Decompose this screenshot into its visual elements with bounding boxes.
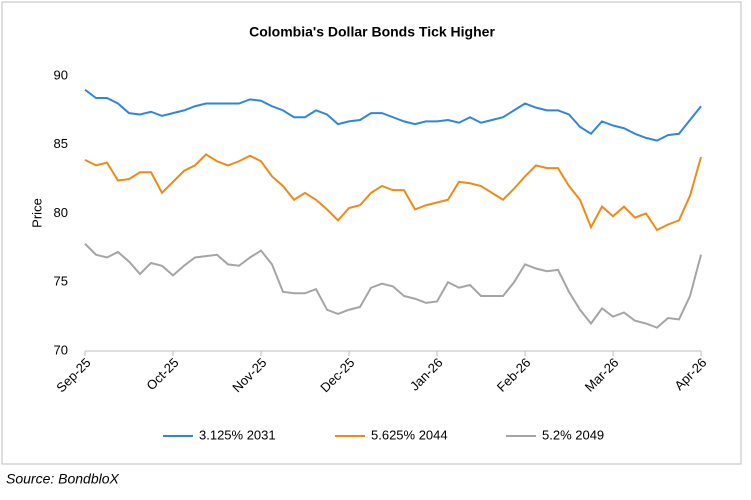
- legend-label: 5.2% 2049: [542, 427, 604, 442]
- series-line: [84, 88, 702, 142]
- series-line: [84, 243, 702, 329]
- source: Source: BondbloX: [6, 471, 120, 487]
- y-tick-label: 70: [54, 342, 68, 357]
- y-tick-label: 75: [54, 274, 68, 289]
- chart-title: Colombia's Dollar Bonds Tick Higher: [249, 24, 495, 40]
- y-tick-label: 90: [54, 67, 68, 82]
- legend-label: 5.625% 2044: [371, 427, 448, 442]
- legend-label: 3.125% 2031: [199, 427, 276, 442]
- series-line: [84, 153, 702, 232]
- y-tick-label: 80: [54, 205, 68, 220]
- chart-frame: [1, 1, 742, 465]
- y-axis-label: Price: [29, 198, 44, 228]
- y-tick-label: 85: [54, 136, 68, 151]
